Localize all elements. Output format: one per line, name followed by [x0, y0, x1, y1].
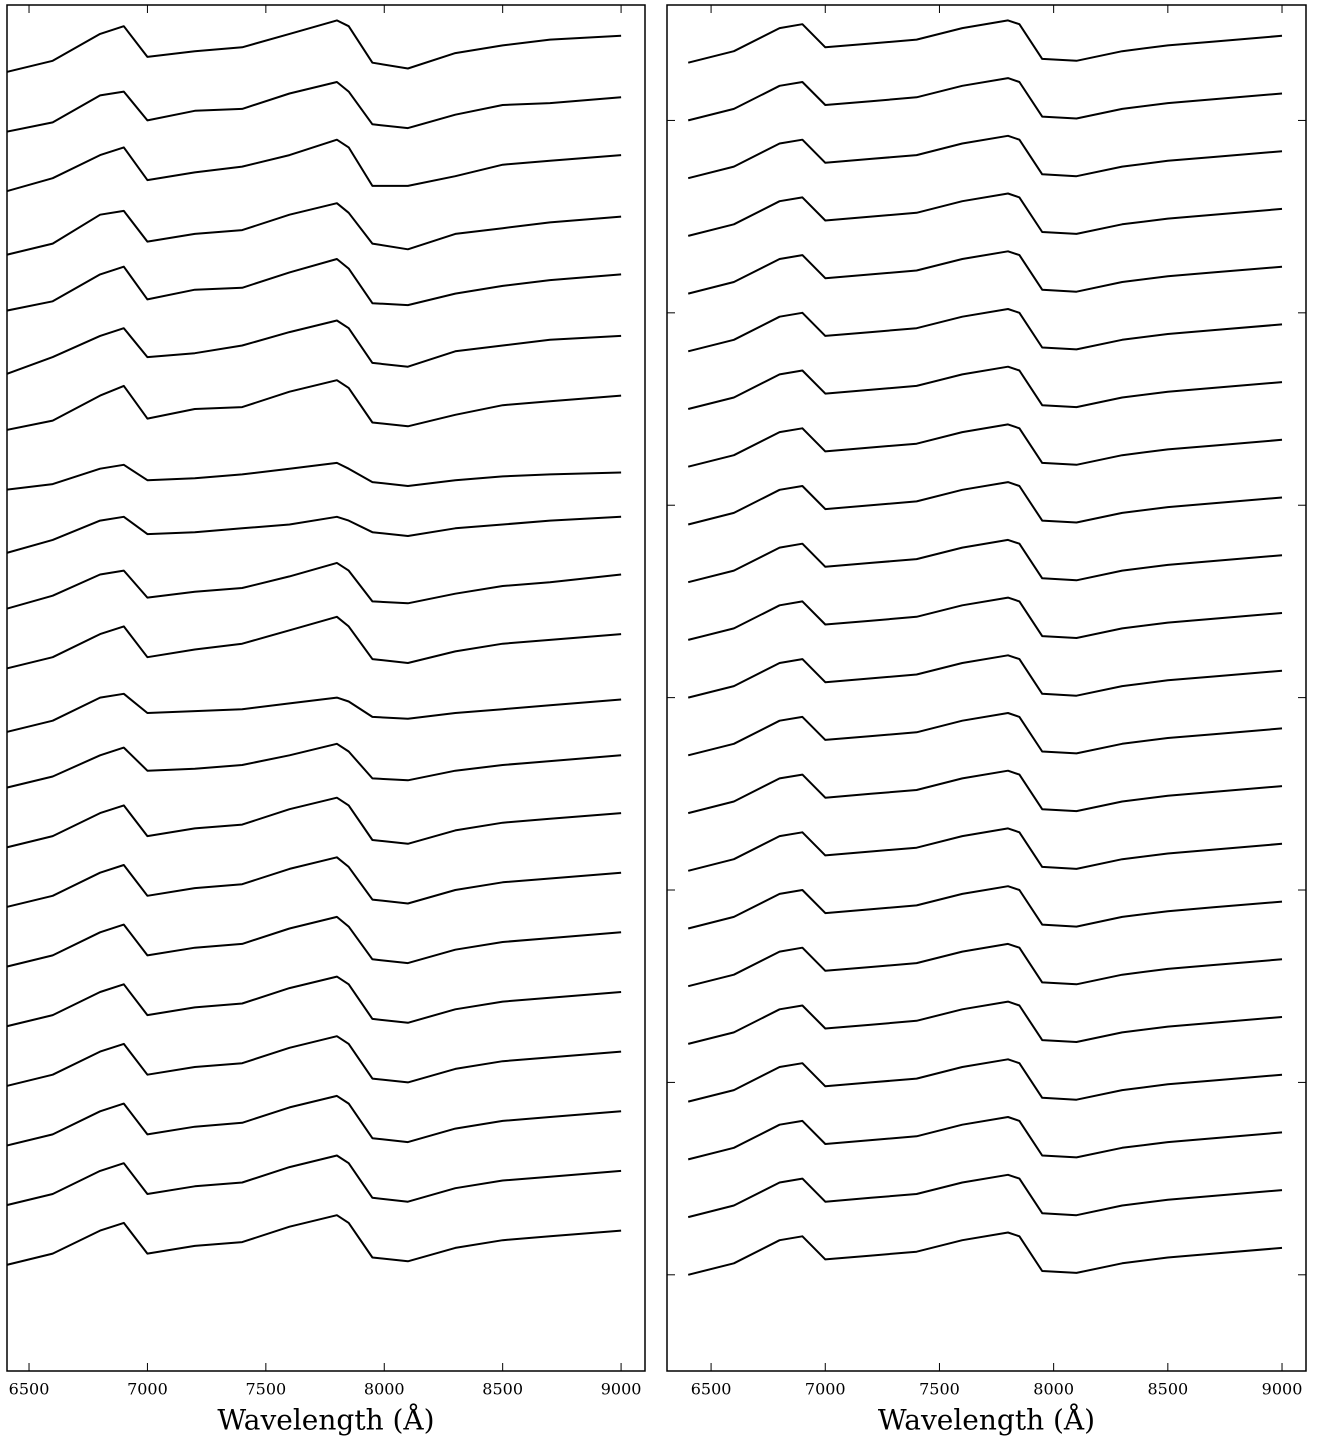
x-tick-label: 8000: [364, 1380, 405, 1399]
spectrum-line: [687, 365, 1283, 410]
spectrum-line: [7, 515, 622, 554]
spectrum-line: [687, 885, 1283, 930]
spectrum-line: [7, 19, 622, 73]
spectrum-line: [7, 1094, 622, 1147]
spectrum-line: [687, 481, 1283, 526]
spectrum-line: [687, 827, 1283, 872]
spectrum-line: [7, 856, 622, 908]
spectrum-line: [687, 423, 1283, 468]
spectrum-line: [7, 258, 622, 312]
spectrum-line: [687, 192, 1283, 237]
x-tick-label: 9000: [601, 1380, 642, 1399]
x-tick-label: 8000: [1033, 1380, 1074, 1399]
spectrum-line: [687, 1116, 1283, 1161]
x-tick-label: 7000: [805, 1380, 846, 1399]
spectrum-line: [687, 1000, 1283, 1045]
spectrum-line: [687, 1231, 1283, 1276]
spectrum-line: [7, 319, 622, 375]
spectrum-line: [687, 769, 1283, 815]
spectrum-line: [7, 202, 622, 256]
spectrum-line: [687, 712, 1283, 757]
spectrum-line: [7, 561, 622, 610]
spectrum-line: [7, 461, 622, 491]
x-axis-label: Wavelength (Å): [217, 1404, 434, 1437]
spectrum-line: [687, 308, 1283, 353]
spectrum-line: [7, 1035, 622, 1087]
spectrum-line: [687, 654, 1283, 699]
spectrum-line: [687, 596, 1283, 641]
spectrum-line: [687, 134, 1283, 180]
plot-frame: [666, 4, 1307, 1372]
spectrum-line: [687, 942, 1283, 988]
x-tick-label: 6500: [691, 1380, 732, 1399]
spectrum-line: [687, 77, 1283, 122]
plot-frame: [6, 4, 646, 1372]
spectrum-line: [7, 138, 622, 193]
spectrum-line: [687, 538, 1283, 584]
x-axis-label: Wavelength (Å): [878, 1404, 1095, 1437]
x-tick-label: 7000: [127, 1380, 168, 1399]
spectrum-line: [687, 1173, 1283, 1219]
spectrum-line: [7, 742, 622, 789]
x-tick-label: 6500: [9, 1380, 50, 1399]
x-tick-label: 8500: [482, 1380, 523, 1399]
spectrum-line: [7, 915, 622, 968]
spectrum-line: [7, 81, 622, 133]
x-tick-label: 9000: [1262, 1380, 1303, 1399]
spectrum-line: [7, 692, 622, 733]
spectrum-line: [687, 1058, 1283, 1103]
spectrum-line: [687, 250, 1283, 295]
spectrum-line: [7, 1154, 622, 1207]
spectrum-line: [7, 1214, 622, 1266]
spectrum-line: [7, 379, 622, 431]
x-tick-label: 7500: [245, 1380, 286, 1399]
spectrum-line: [7, 796, 622, 849]
x-tick-label: 7500: [919, 1380, 960, 1399]
spectrum-line: [7, 615, 622, 670]
spectrum-line: [687, 19, 1283, 64]
spectrum-line: [7, 975, 622, 1028]
x-tick-label: 8500: [1147, 1380, 1188, 1399]
